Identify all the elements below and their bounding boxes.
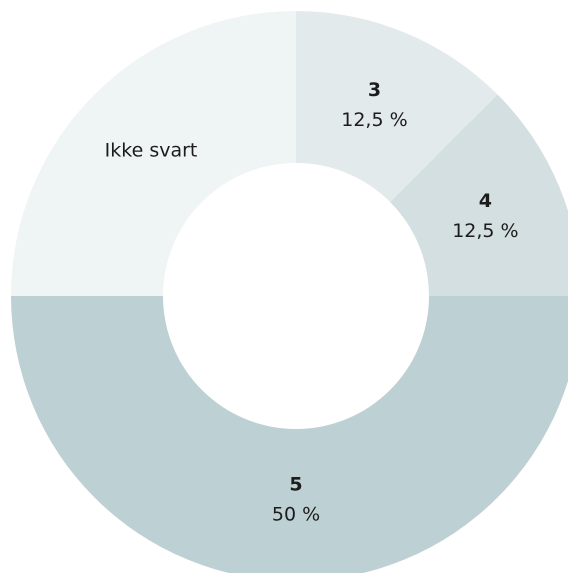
value-label: 12,5 % [452, 220, 518, 242]
slice-label: 3 [368, 79, 381, 101]
slice-label: 5 [289, 474, 302, 496]
slice [390, 94, 568, 296]
slice [11, 11, 296, 296]
slice [296, 11, 498, 202]
value-label: 50 % [272, 504, 320, 526]
slice [11, 296, 568, 573]
value-label: 12,5 % [341, 109, 407, 131]
slice-label: Ikke svart [105, 140, 198, 162]
slice-label: 4 [479, 190, 492, 212]
